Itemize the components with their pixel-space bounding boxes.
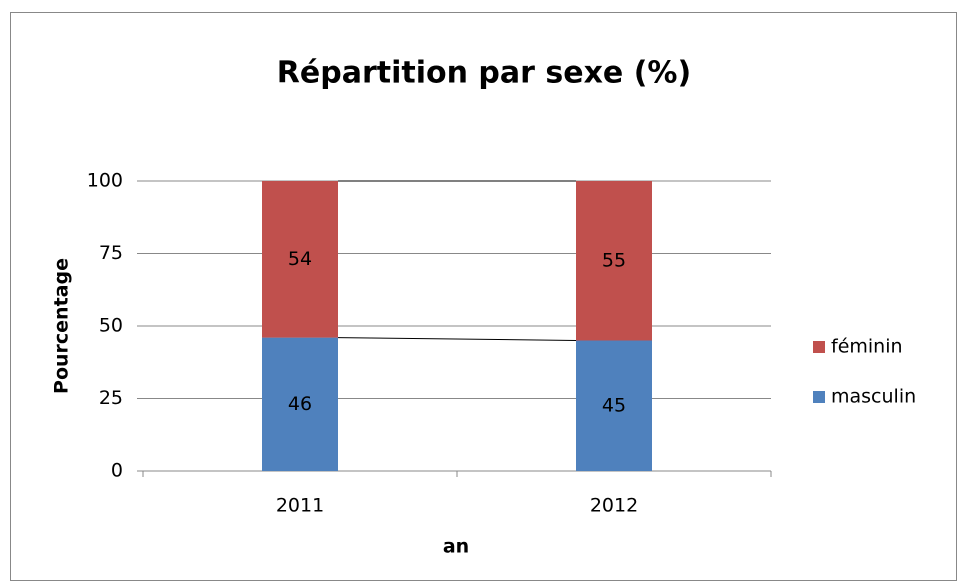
x-tick-label: 2012: [590, 495, 638, 517]
y-tick-label: 75: [99, 242, 123, 264]
legend-label: féminin: [831, 336, 903, 358]
y-tick-label: 0: [111, 460, 123, 482]
bar-segment: [262, 181, 338, 338]
y-tick-label: 25: [99, 387, 123, 409]
chart-title: Répartition par sexe (%): [277, 56, 691, 91]
y-tick-label: 50: [99, 315, 123, 337]
y-tick-label: 100: [87, 170, 123, 192]
legend-swatch: [813, 341, 825, 353]
data-label: 45: [602, 394, 626, 416]
bar-segment: [576, 340, 652, 471]
x-tick-label: 2011: [276, 495, 324, 517]
bar-segment: [576, 181, 652, 341]
legend-swatch: [813, 391, 825, 403]
y-axis-title: Pourcentage: [51, 258, 73, 394]
chart-border: [10, 12, 957, 581]
legend-label: masculin: [831, 386, 916, 408]
bar-segment: [262, 337, 338, 471]
data-label: 55: [602, 249, 626, 271]
data-label: 46: [288, 393, 312, 415]
data-label: 54: [288, 248, 312, 270]
series-line: [337, 337, 577, 341]
x-axis-title: an: [443, 536, 469, 558]
